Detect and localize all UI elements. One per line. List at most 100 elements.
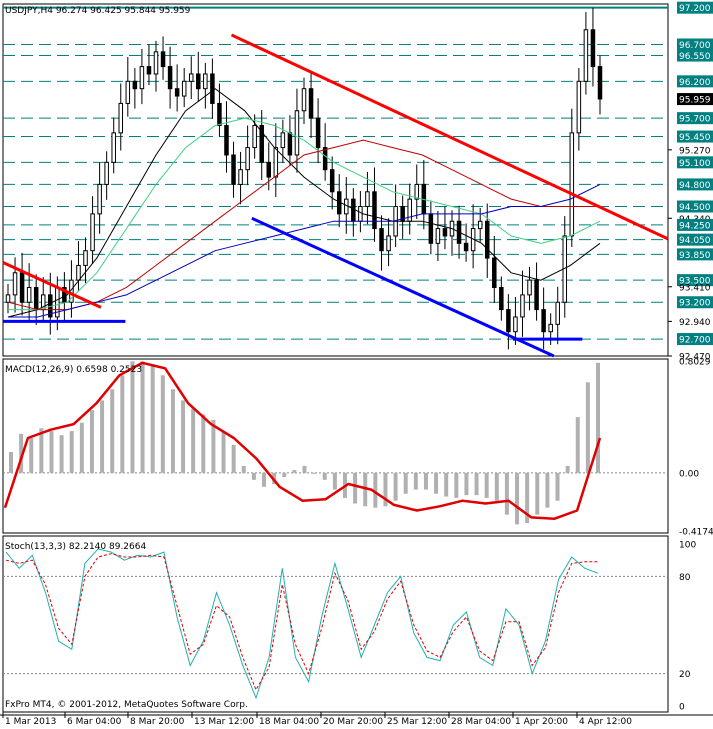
price-axis-label: 95.270: [679, 146, 711, 156]
candle-body: [590, 29, 596, 68]
macd-panel[interactable]: [3, 361, 668, 525]
price-label-box: [677, 233, 713, 246]
macd-histogram-bar: [535, 472, 540, 515]
price-panel[interactable]: [2, 6, 669, 358]
candle-body: [358, 206, 363, 222]
macd-histogram-bar: [110, 389, 115, 473]
stochastic-panel[interactable]: [3, 548, 668, 700]
macd-histogram-bar: [322, 472, 327, 480]
price-label-box: [677, 38, 713, 51]
price-axis-label: 94.800: [679, 181, 711, 191]
candle-body: [76, 264, 81, 281]
price-axis-label: 94.250: [679, 221, 711, 231]
candle-body: [217, 102, 222, 127]
price-axis-label: 97.200: [679, 4, 711, 14]
candle-body: [273, 147, 279, 178]
macd-histogram-bar: [221, 431, 226, 473]
candle-body: [386, 235, 391, 252]
stoch-main-line: [5, 548, 599, 700]
candle-body: [576, 80, 582, 134]
candle-body: [477, 220, 483, 230]
candle-body: [597, 66, 603, 100]
macd-histogram-bar: [100, 400, 105, 473]
candle-body: [379, 228, 384, 252]
macd-histogram-bar: [292, 470, 297, 473]
macd-histogram-bar: [231, 444, 236, 473]
candle-body: [492, 257, 497, 289]
stoch-axis-label: 100: [679, 541, 696, 551]
ma-black-line: [7, 88, 601, 318]
macd-histogram-bar: [170, 389, 175, 473]
price-label-box: [677, 112, 713, 125]
price-label-box: [677, 93, 713, 106]
price-axis-label: 93.850: [679, 251, 711, 261]
macd-histogram-bar: [525, 472, 530, 524]
macd-histogram-bar: [262, 472, 267, 487]
time-axis-label: 20 Mar 20:00: [323, 717, 383, 727]
price-axis-label: 96.200: [679, 78, 711, 88]
macd-histogram-bar: [454, 472, 459, 498]
candle-body: [238, 169, 243, 185]
ma-blue-line: [8, 183, 601, 318]
macd-histogram-bar: [575, 417, 580, 473]
macd-histogram-bar: [504, 472, 509, 515]
macd-histogram-bar: [403, 472, 408, 494]
macd-histogram-bar: [120, 375, 125, 473]
candle-body: [174, 88, 180, 97]
macd-histogram-bar: [464, 472, 469, 496]
ma-red-line: [7, 139, 600, 311]
candle-body: [541, 309, 546, 333]
candle-body: [196, 73, 201, 90]
candle-body: [231, 154, 236, 185]
macd-histogram-bar: [555, 472, 560, 501]
candle-body: [139, 66, 145, 90]
macd-histogram-bar: [241, 465, 246, 473]
candle-body: [146, 66, 152, 75]
candle-body: [414, 183, 420, 200]
candle-body: [153, 51, 159, 75]
candle-body: [19, 272, 25, 303]
candle-body: [329, 169, 335, 193]
macd-histogram-bar: [302, 465, 307, 473]
price-label-box: [677, 75, 713, 88]
macd-histogram-bar: [79, 422, 84, 473]
price-axis-label: 95.100: [679, 159, 711, 169]
price-label-box: [677, 333, 713, 346]
trendline: [230, 33, 669, 241]
macd-histogram-bar: [282, 472, 287, 478]
candle-body: [132, 80, 138, 90]
candle-body: [83, 250, 88, 266]
candle-body: [12, 272, 18, 296]
candle-body: [160, 51, 166, 68]
candle-body: [125, 80, 131, 104]
candle-body: [499, 287, 504, 311]
price-axis-label: 92.700: [679, 336, 711, 346]
candle-body: [372, 191, 377, 230]
price-label-box: [677, 178, 713, 191]
stoch-axis-label: 80: [679, 573, 691, 583]
candle-body: [527, 279, 532, 296]
macd-histogram-bar: [585, 382, 590, 473]
time-axis-label: 1 Mar 2013: [5, 717, 56, 727]
candle-body: [294, 110, 300, 156]
price-label-box: [677, 218, 713, 231]
candle-body: [555, 301, 560, 325]
candle-body: [351, 198, 356, 222]
price-axis-label: 93.500: [679, 277, 711, 287]
macd-histogram-bar: [59, 435, 64, 473]
price-label-box: [677, 248, 713, 261]
macd-histogram-bar: [515, 472, 520, 525]
macd-histogram-bar: [393, 472, 398, 501]
candle-body: [506, 309, 511, 333]
macd-histogram-bar: [413, 472, 418, 490]
candle-body: [583, 29, 589, 82]
macd-histogram-bar: [39, 428, 44, 473]
time-axis-label: 28 Mar 04:00: [451, 717, 511, 727]
candle-body: [463, 242, 469, 252]
price-label-box: [677, 156, 713, 169]
price-axis-label: 96.700: [679, 41, 711, 51]
candle-body: [280, 132, 286, 149]
candle-body: [224, 125, 229, 156]
candle-body: [111, 132, 116, 163]
